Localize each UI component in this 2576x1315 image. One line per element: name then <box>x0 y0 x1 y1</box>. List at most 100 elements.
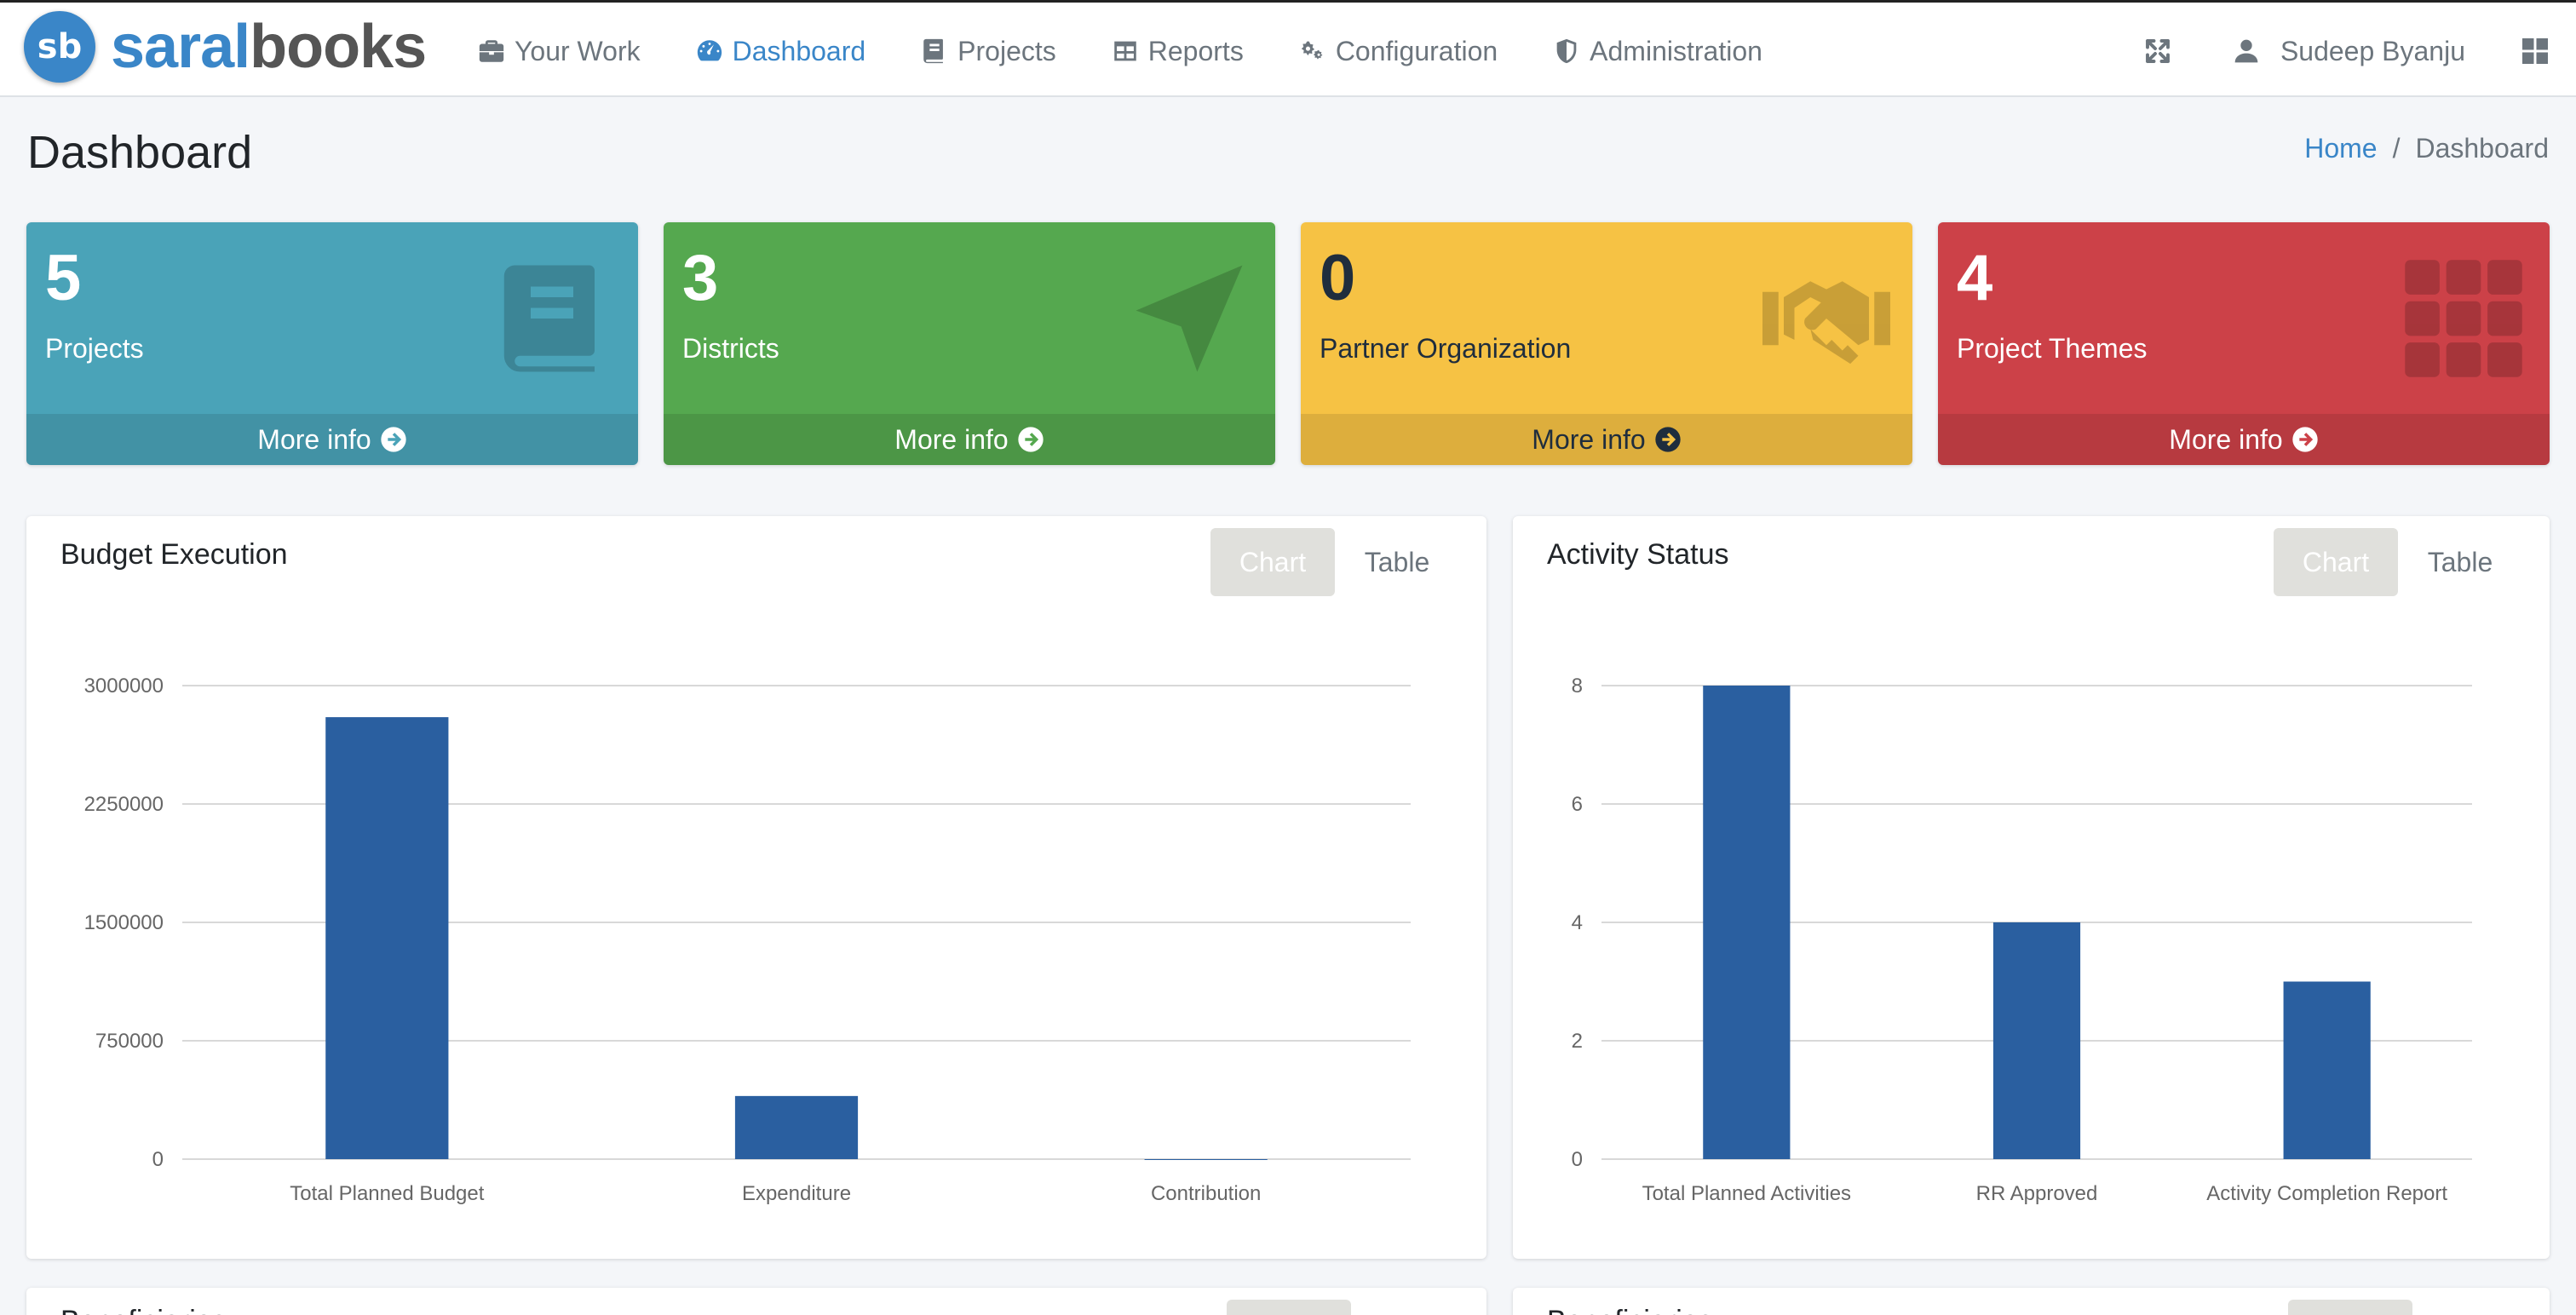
y-tick-label: 2 <box>1572 1030 1583 1053</box>
x-tick-label: Total Planned Activities <box>1642 1182 1851 1205</box>
y-tick-label: 8 <box>1572 675 1583 698</box>
tab-table[interactable]: Table <box>1364 546 1430 577</box>
nav-item-your-work[interactable]: Your Work <box>477 36 641 67</box>
stat-number: 0 <box>1320 242 1356 314</box>
nav-item-label: Dashboard <box>732 35 866 66</box>
more-info-link[interactable]: More info <box>1938 414 2550 465</box>
breadcrumb-current: Dashboard <box>2415 133 2549 164</box>
nav-item-label: Projects <box>957 35 1056 66</box>
card-title: Budget Execution <box>60 538 288 571</box>
y-tick-label: 3000000 <box>84 675 164 698</box>
brand-logo: sb <box>24 11 95 83</box>
user-icon <box>2234 39 2258 63</box>
main-nav: Your Work Dashboard Projects Reports Con… <box>477 3 1817 100</box>
arrow-circle-right-icon <box>1655 427 1681 452</box>
nav-item-label: Reports <box>1147 35 1244 66</box>
bar[interactable] <box>2283 981 2371 1160</box>
book-icon <box>503 265 595 372</box>
arrow-circle-right-icon <box>1018 427 1044 452</box>
table-icon <box>1114 41 1136 61</box>
y-tick-label: 750000 <box>95 1030 164 1053</box>
breadcrumb-home[interactable]: Home <box>2304 133 2378 164</box>
stat-box-projects: 5 Projects More info <box>26 222 638 465</box>
bar[interactable] <box>1992 922 2081 1159</box>
tab-chart[interactable] <box>1227 1300 1351 1315</box>
apps-grid-icon[interactable] <box>2520 36 2550 66</box>
shield-icon <box>1556 38 1577 64</box>
nav-item-administration[interactable]: Administration <box>1552 36 1762 67</box>
nav-item-dashboard[interactable]: Dashboard <box>695 35 866 67</box>
x-tick-label: Total Planned Budget <box>290 1182 485 1205</box>
x-tick-label: RR Approved <box>1976 1182 2098 1205</box>
stat-box-project-themes: 4 Project Themes More info <box>1938 222 2550 465</box>
y-tick-label: 6 <box>1572 793 1583 816</box>
briefcase-icon <box>479 40 504 62</box>
stat-label: Projects <box>45 333 144 364</box>
tab-table[interactable]: Table <box>2427 546 2493 577</box>
nav-right: Sudeep Byanju <box>2142 3 2550 100</box>
bar[interactable] <box>734 1095 859 1159</box>
arrow-circle-right-icon <box>2292 427 2318 452</box>
arrow-circle-right-icon <box>381 427 406 452</box>
fullscreen-icon[interactable] <box>2142 36 2173 66</box>
tachometer-icon <box>697 40 722 61</box>
card-title: Beneficiaries <box>60 1305 227 1315</box>
activity-status-chart: 0 2 4 6 8 Total Planned Activities RR Approved… <box>1572 675 2472 1205</box>
more-info-label: More info <box>1532 423 1646 455</box>
beneficiaries-card-left: Beneficiaries <box>26 1288 1486 1315</box>
location-arrow-icon <box>1136 265 1243 372</box>
budget-execution-card: Budget Execution Chart Table 0 750000 1500… <box>26 516 1486 1259</box>
nav-item-projects[interactable]: Projects <box>920 36 1056 67</box>
book-icon <box>923 38 944 64</box>
bar[interactable] <box>325 717 449 1159</box>
gears-icon <box>1301 41 1323 60</box>
page-title: Dashboard <box>27 127 253 178</box>
more-info-link[interactable]: More info <box>26 414 638 465</box>
x-tick-label: Expenditure <box>742 1182 851 1205</box>
stat-label: Districts <box>682 333 779 364</box>
stat-number: 4 <box>1957 242 1993 314</box>
nav-item-reports[interactable]: Reports <box>1111 36 1244 67</box>
user-menu[interactable]: Sudeep Byanju <box>2233 36 2465 67</box>
more-info-label: More info <box>894 423 1009 455</box>
activity-status-card: Activity Status Chart Table 0 2 4 6 8 Total P… <box>1513 516 2550 1259</box>
beneficiaries-card-right: Beneficiaries <box>1513 1288 2550 1315</box>
y-tick-label: 1500000 <box>84 911 164 934</box>
bar[interactable] <box>1144 1159 1268 1160</box>
stat-number: 5 <box>45 242 82 314</box>
stat-label: Project Themes <box>1957 333 2148 364</box>
tab-chart[interactable]: Chart <box>2274 528 2398 596</box>
tab-chart[interactable]: Chart <box>1210 528 1335 596</box>
y-tick-label: 4 <box>1572 911 1583 934</box>
nav-item-label: Administration <box>1590 35 1762 66</box>
x-tick-label: Activity Completion Report <box>2206 1182 2447 1205</box>
nav-item-label: Your Work <box>515 35 641 66</box>
tab-chart[interactable] <box>2288 1300 2412 1315</box>
nav-item-label: Configuration <box>1335 35 1498 66</box>
nav-item-configuration[interactable]: Configuration <box>1298 36 1498 67</box>
user-name: Sudeep Byanju <box>2280 35 2465 66</box>
budget-execution-chart: 0 750000 1500000 2250000 3000000 Total Planne… <box>84 675 1411 1205</box>
bar[interactable] <box>1703 686 1791 1159</box>
y-tick-label: 0 <box>152 1148 164 1171</box>
stat-box-districts: 3 Districts More info <box>664 222 1275 465</box>
view-toggle: Chart Table <box>2274 528 2522 596</box>
more-info-label: More info <box>257 423 371 455</box>
x-tick-label: Contribution <box>1151 1182 1261 1205</box>
more-info-link[interactable]: More info <box>1301 414 1912 465</box>
brand[interactable]: sb saralbooks <box>24 8 427 86</box>
y-tick-label: 2250000 <box>84 793 164 816</box>
brand-name: saralbooks <box>111 13 427 81</box>
top-navbar: sb saralbooks Your Work Dashboard Projec… <box>0 0 2576 97</box>
breadcrumb-separator: / <box>2392 133 2401 164</box>
stat-number: 3 <box>682 242 719 314</box>
stat-box-partner-organization: 0 Partner Organization More info <box>1301 222 1912 465</box>
stat-label: Partner Organization <box>1320 333 1572 364</box>
breadcrumb: Home / Dashboard <box>2304 133 2549 164</box>
card-title: Activity Status <box>1547 538 1729 571</box>
more-info-link[interactable]: More info <box>664 414 1275 465</box>
view-toggle: Chart Table <box>1210 528 1459 596</box>
card-title: Beneficiaries <box>1547 1305 1713 1315</box>
y-tick-label: 0 <box>1572 1148 1583 1171</box>
handshake-icon <box>1762 281 1890 365</box>
